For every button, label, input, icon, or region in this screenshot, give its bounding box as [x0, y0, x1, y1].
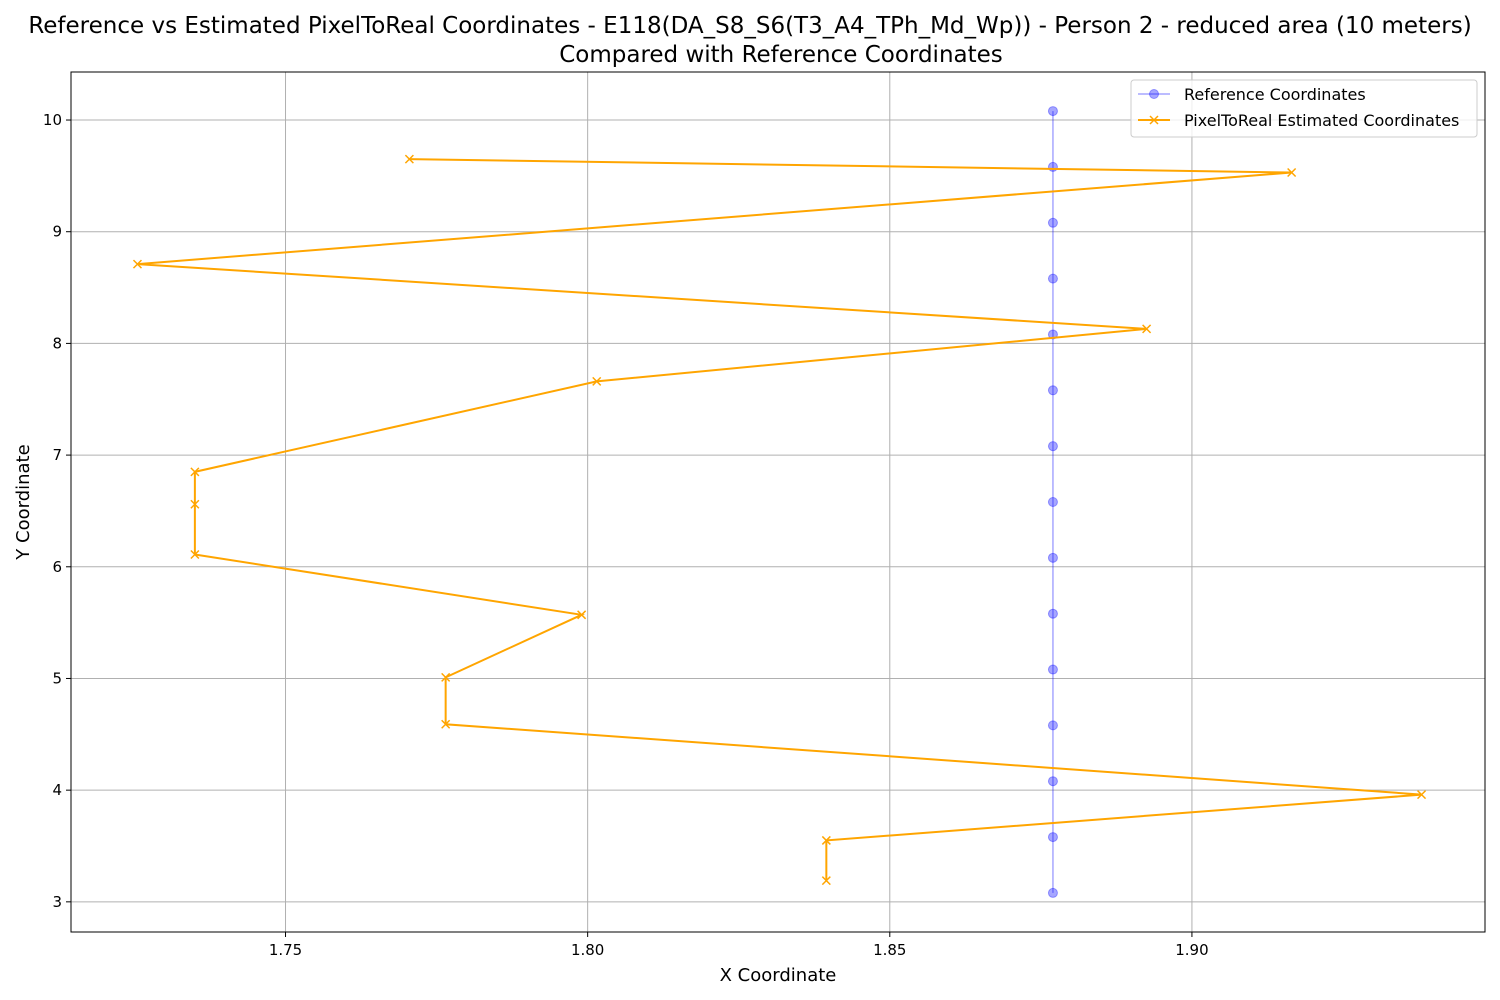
estimated-point [1287, 167, 1297, 178]
y-tick-label: 9 [52, 223, 62, 241]
estimated-point [190, 467, 200, 477]
reference-point [1047, 720, 1058, 731]
legend-entry-estimated: PixelToReal Estimated Coordinates [1138, 111, 1459, 130]
reference-point [1047, 385, 1058, 396]
estimated-point [821, 835, 831, 845]
legend-label-estimated: PixelToReal Estimated Coordinates [1184, 111, 1459, 130]
reference-point [1047, 161, 1058, 172]
estimated-point [1417, 790, 1427, 800]
estimated-line [137, 158, 1422, 881]
y-tick-label: 8 [52, 334, 62, 352]
x-tick-label: 1.80 [571, 941, 604, 959]
y-tick-label: 10 [43, 111, 62, 129]
estimated-point [1142, 324, 1152, 334]
reference-point [1047, 552, 1058, 563]
estimated-point [132, 259, 143, 269]
y-axis-label: Y Coordinate [13, 444, 34, 560]
reference-point [1047, 608, 1058, 619]
y-tick-label: 4 [52, 781, 62, 799]
chart-title: Reference vs Estimated PixelToReal Coord… [28, 13, 1471, 39]
estimated-point [190, 549, 200, 560]
axis-ticks: 1.75 1.80 1.85 1.90 3 4 5 6 7 8 9 10 [43, 111, 1209, 959]
reference-point [1047, 832, 1058, 843]
reference-point [1047, 776, 1058, 787]
y-tick-label: 3 [52, 893, 62, 911]
x-tick-label: 1.85 [873, 941, 906, 959]
legend-entry-reference: Reference Coordinates [1138, 85, 1366, 104]
legend-marker-reference [1149, 89, 1159, 99]
series-estimated [132, 154, 1427, 886]
x-axis-label: X Coordinate [720, 965, 837, 986]
reference-point [1047, 441, 1058, 452]
estimated-point [190, 499, 200, 509]
reference-point [1047, 887, 1058, 898]
legend-marker-estimated [1149, 115, 1159, 125]
legend-frame [1130, 79, 1478, 138]
y-tick-label: 7 [52, 446, 62, 464]
estimated-point [404, 154, 414, 164]
legend: Reference Coordinates PixelToReal Estima… [1130, 79, 1478, 138]
chart-subtitle: Compared with Reference Coordinates [559, 42, 1003, 68]
series-layer [132, 106, 1427, 898]
y-tick-label: 6 [52, 558, 62, 576]
reference-point [1047, 664, 1058, 675]
estimated-point [821, 876, 831, 886]
y-tick-label: 5 [52, 669, 62, 687]
grid-lines [71, 72, 1485, 932]
estimated-point [441, 719, 451, 729]
estimated-point [441, 672, 451, 682]
series-reference [1047, 106, 1058, 898]
x-tick-label: 1.90 [1175, 941, 1208, 959]
estimated-point [592, 376, 602, 386]
plot-area [70, 71, 1486, 933]
estimated-point [577, 610, 587, 620]
reference-point [1047, 273, 1058, 284]
reference-point [1047, 497, 1058, 507]
legend-label-reference: Reference Coordinates [1184, 85, 1366, 104]
x-tick-label: 1.75 [269, 941, 302, 959]
reference-point [1047, 217, 1058, 228]
reference-point [1047, 106, 1058, 117]
